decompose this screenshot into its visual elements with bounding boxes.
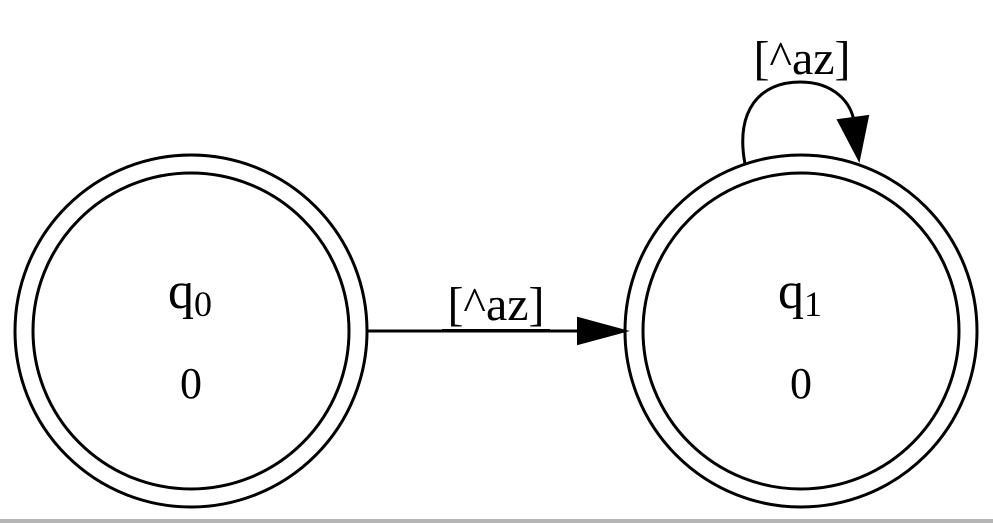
- edge-q1-self-loop: [^az]: [741, 32, 870, 165]
- state-q1-inner-ring: [641, 171, 961, 491]
- state-q1-value: 0: [790, 359, 812, 408]
- state-q0-outer-ring: [13, 153, 369, 509]
- arrowhead-self-loop: [836, 114, 870, 163]
- arrowhead-q0-q1: [577, 316, 630, 346]
- state-q1: q1 0: [623, 153, 979, 509]
- edge-label-self-loop: [^az]: [753, 32, 850, 85]
- state-q1-label: q1: [778, 263, 822, 324]
- state-q0-value: 0: [180, 359, 202, 408]
- state-q1-outer-ring: [623, 153, 979, 509]
- edge-label-q0-q1: [^az]: [447, 278, 544, 331]
- state-q0-inner-ring: [31, 171, 351, 491]
- state-q0: q0 0: [13, 153, 369, 509]
- bottom-divider: [0, 519, 993, 523]
- edge-q0-to-q1: [^az]: [366, 278, 630, 346]
- self-loop-curve: [741, 80, 856, 165]
- state-q0-label: q0: [168, 263, 212, 324]
